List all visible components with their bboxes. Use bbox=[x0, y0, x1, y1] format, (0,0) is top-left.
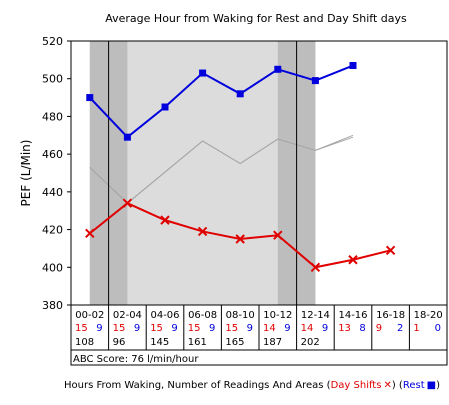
day-count-16-18: 9 bbox=[376, 323, 382, 334]
day-count-04-06: 15 bbox=[150, 323, 163, 334]
category-label-14-16: 14-16 bbox=[338, 310, 367, 321]
rest-count-16-18: 2 bbox=[397, 323, 403, 334]
y-tick-label-520: 520 bbox=[42, 35, 63, 48]
legend-prefix: Hours From Waking, Number of Readings An… bbox=[64, 380, 331, 391]
category-label-00-02: 00-02 bbox=[75, 310, 104, 321]
category-label-16-18: 16-18 bbox=[376, 310, 405, 321]
category-label-06-08: 06-08 bbox=[188, 310, 217, 321]
area-value-00-02: 108 bbox=[75, 337, 94, 348]
legend-day-label: Day Shifts bbox=[331, 380, 382, 391]
legend-rest-marker: ■ bbox=[427, 380, 436, 391]
area-value-10-12: 187 bbox=[263, 337, 282, 348]
rest-count-00-02: 9 bbox=[96, 323, 102, 334]
series-layer bbox=[85, 62, 396, 272]
day-count-08-10: 15 bbox=[225, 323, 238, 334]
shaded-regions bbox=[89, 41, 316, 305]
rest-point-5 bbox=[274, 65, 282, 73]
rest-count-02-04: 9 bbox=[134, 323, 140, 334]
y-tick-label-460: 460 bbox=[42, 148, 63, 161]
day-shift-point-5 bbox=[273, 230, 283, 240]
area-value-02-04: 96 bbox=[113, 337, 126, 348]
y-tick-label-480: 480 bbox=[42, 110, 63, 123]
day-shift-point-7 bbox=[348, 255, 358, 265]
day-count-18-20: 1 bbox=[413, 323, 419, 334]
y-tick-label-400: 400 bbox=[42, 261, 63, 274]
category-label-02-04: 02-04 bbox=[113, 310, 142, 321]
rest-point-2 bbox=[161, 103, 169, 111]
rest-point-3 bbox=[199, 69, 207, 77]
series-line-1 bbox=[89, 64, 354, 139]
score-box bbox=[70, 349, 448, 366]
rest-point-4 bbox=[236, 90, 244, 98]
rest-count-14-16: 8 bbox=[359, 323, 365, 334]
rest-count-08-10: 9 bbox=[247, 323, 253, 334]
day-count-06-08: 15 bbox=[188, 323, 201, 334]
rest-count-04-06: 9 bbox=[171, 323, 177, 334]
y-tick-label-500: 500 bbox=[42, 73, 63, 86]
rest-point-1 bbox=[123, 133, 131, 141]
legend-rest-label: Rest bbox=[403, 380, 425, 391]
rest-point-6 bbox=[311, 77, 319, 85]
vertical-markers bbox=[108, 41, 298, 305]
day-shift-point-4 bbox=[235, 234, 245, 244]
rest-point-7 bbox=[349, 62, 357, 70]
area-value-08-10: 165 bbox=[225, 337, 244, 348]
day-shift-point-2 bbox=[160, 215, 170, 225]
day-shift-point-0 bbox=[85, 228, 95, 239]
legend-suffix: ) bbox=[436, 380, 440, 391]
legend-middle: ) ( bbox=[392, 380, 403, 391]
rest-count-10-12: 9 bbox=[284, 323, 290, 334]
area-value-06-08: 161 bbox=[188, 337, 207, 348]
y-axis-label: PEF (L/Min) bbox=[19, 140, 33, 207]
abc-score-text: ABC Score: 76 l/min/hour bbox=[73, 354, 199, 365]
day-shift-point-1 bbox=[122, 198, 133, 208]
legend-day-marker: ✕ bbox=[383, 380, 391, 391]
category-label-08-10: 08-10 bbox=[226, 310, 255, 321]
area-value-12-14: 202 bbox=[301, 337, 320, 348]
category-label-18-20: 18-20 bbox=[414, 310, 443, 321]
y-tick-label-420: 420 bbox=[42, 224, 63, 237]
rest-count-18-20: 0 bbox=[435, 323, 441, 334]
day-count-10-12: 14 bbox=[263, 323, 276, 334]
day-shift-point-3 bbox=[197, 226, 208, 237]
rest-point-0 bbox=[86, 94, 94, 102]
area-value-04-06: 145 bbox=[150, 337, 169, 348]
category-label-04-06: 04-06 bbox=[150, 310, 179, 321]
day-count-12-14: 14 bbox=[301, 323, 314, 334]
rest-count-06-08: 9 bbox=[209, 323, 215, 334]
y-tick-label-380: 380 bbox=[42, 299, 63, 312]
day-shift-point-6 bbox=[310, 262, 321, 272]
category-label-12-14: 12-14 bbox=[301, 310, 330, 321]
y-tick-label-440: 440 bbox=[42, 186, 63, 199]
day-shift-point-8 bbox=[385, 245, 396, 256]
day-count-14-16: 13 bbox=[338, 323, 351, 334]
x-axis-legend: Hours From Waking, Number of Readings An… bbox=[64, 380, 440, 391]
chart-title: Average Hour from Waking for Rest and Da… bbox=[105, 12, 407, 25]
day-count-02-04: 15 bbox=[113, 323, 126, 334]
y-axis: 380 400 420 440 460 480 500 520 bbox=[42, 35, 71, 312]
category-label-10-12: 10-12 bbox=[263, 310, 292, 321]
rest-count-12-14: 9 bbox=[322, 323, 328, 334]
day-count-00-02: 15 bbox=[75, 323, 88, 334]
